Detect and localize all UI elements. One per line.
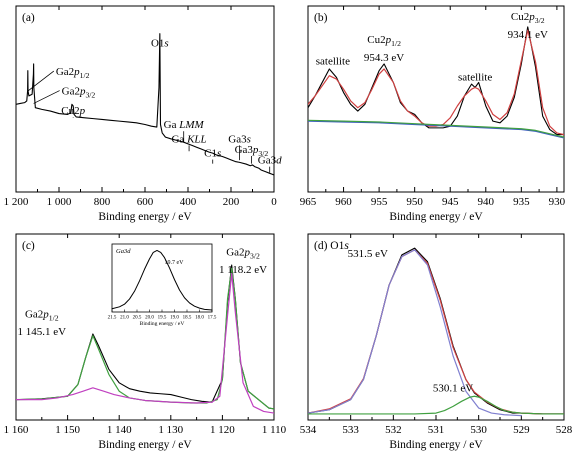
panel-frame xyxy=(307,5,565,193)
annotation-label: Ga KLL xyxy=(171,133,206,145)
x-tick-label: 534 xyxy=(300,424,317,436)
annotation-label: Cu2p1/2 xyxy=(367,34,401,48)
x-tick-label: 1 140 xyxy=(107,424,132,436)
annotation-arrow xyxy=(27,70,55,92)
annotation-label: satellite xyxy=(316,55,350,67)
series-line-2 xyxy=(308,249,522,417)
panel-frame xyxy=(15,5,275,193)
x-tick-label: 930 xyxy=(549,196,566,208)
inset-x-tick-label: 20.5 xyxy=(133,316,142,321)
panel-label: (b) xyxy=(314,12,328,24)
series-line-0 xyxy=(308,26,564,136)
series-line-3 xyxy=(308,395,564,415)
x-axis-label: Binding energy / eV xyxy=(389,439,483,451)
x-tick-label: 1 130 xyxy=(158,424,183,436)
x-axis-label: Binding energy / eV xyxy=(98,439,192,451)
annotation-label: Ga2p1/2 xyxy=(56,66,90,80)
x-tick-label: 400 xyxy=(180,196,197,208)
x-tick-label: 1 160 xyxy=(4,424,29,436)
inset-x-tick-label: 21.0 xyxy=(120,316,129,321)
x-tick-label: 965 xyxy=(300,196,317,208)
inset-x-tick-label: 18.5 xyxy=(183,316,192,321)
series-line-3 xyxy=(308,119,564,138)
panel-b: 965 960 955 950 945 940 935 930 Binding energy /… xyxy=(300,5,566,223)
annotation-label: Ga3s xyxy=(228,133,251,145)
inset-x-tick-label: 20.0 xyxy=(145,316,154,321)
panel-d: 534 533 532 531 530 529 528 Binding energy / eV… xyxy=(300,233,573,451)
series-line-0 xyxy=(16,33,274,176)
x-tick-label: 800 xyxy=(94,196,111,208)
inset-title: Ga3d xyxy=(116,248,131,255)
annotation-arrow xyxy=(33,90,60,104)
annotation-label: Ga2p3/2 xyxy=(62,86,96,100)
x-axis-label: Binding energy / eV xyxy=(98,211,192,223)
x-tick-label: 528 xyxy=(556,424,573,436)
series-line-2 xyxy=(308,120,564,139)
annotation-label: Ga3d xyxy=(258,155,282,167)
panel-label: (d) O1s xyxy=(314,240,349,252)
annotation-label: C1s xyxy=(204,148,221,160)
x-tick-label: 960 xyxy=(335,196,352,208)
x-tick-label: 950 xyxy=(406,196,423,208)
annotation-label: Ga LMM xyxy=(164,119,205,131)
inset-x-axis-label: Binding energy / eV xyxy=(140,321,185,327)
x-tick-label: 0 xyxy=(271,196,277,208)
series-line-1 xyxy=(308,29,564,136)
x-tick-label: 200 xyxy=(223,196,240,208)
annotation-label: Ga3p3/2 xyxy=(235,144,269,158)
x-tick-label: 1 200 xyxy=(4,196,29,208)
x-tick-label: 600 xyxy=(137,196,154,208)
x-tick-label: 955 xyxy=(371,196,388,208)
annotation-label: 530.1 eV xyxy=(433,383,473,395)
panel-a: 1 200 1 000 800 600 400 200 0 Binding energy / … xyxy=(4,5,282,223)
x-tick-label: 1 120 xyxy=(210,424,235,436)
x-tick-label: 530 xyxy=(470,424,487,436)
x-tick-label: 1 110 xyxy=(262,424,287,436)
x-tick-label: 940 xyxy=(478,196,495,208)
annotation-label: O1s xyxy=(151,38,169,50)
inset-x-tick-label: 18.0 xyxy=(195,316,204,321)
annotation-label: Cu2p xyxy=(61,105,85,117)
annotation-label: Cu2p3/2 xyxy=(511,11,545,25)
inset-frame xyxy=(111,243,213,313)
annotation-label: 954.3 eV xyxy=(364,52,404,64)
x-tick-label: 529 xyxy=(513,424,530,436)
annotation-label: 1 145.1 eV xyxy=(18,326,67,338)
inset-x-tick-label: 19.0 xyxy=(170,316,179,321)
inset-value-label: 19.7 eV xyxy=(165,260,185,266)
annotation-label: satellite xyxy=(458,71,492,83)
panel-label: (c) xyxy=(22,240,35,252)
annotation-label: Ga2p1/2 xyxy=(25,308,59,322)
x-tick-label: 1 150 xyxy=(55,424,80,436)
x-tick-label: 935 xyxy=(513,196,530,208)
x-tick-label: 945 xyxy=(442,196,459,208)
x-tick-label: 1 000 xyxy=(47,196,72,208)
series-line-2 xyxy=(16,272,274,414)
inset-series-line xyxy=(111,249,213,311)
annotation-label: 1 118.2 eV xyxy=(219,264,267,276)
panel-label: (a) xyxy=(22,12,35,24)
panel-c: 1 160 1 150 1 140 1 130 1 120 1 110 Binding en… xyxy=(4,233,287,451)
annotation-label: Ga2p3/2 xyxy=(226,246,260,260)
annotation-label: 531.5 eV xyxy=(348,248,388,260)
x-axis-label: Binding energy / eV xyxy=(389,211,483,223)
inset-x-tick-label: 17.5 xyxy=(208,316,217,321)
inset-x-tick-label: 21.5 xyxy=(108,316,117,321)
x-tick-label: 532 xyxy=(385,424,402,436)
x-tick-label: 531 xyxy=(428,424,445,436)
annotation-label: 934.1 eV xyxy=(508,29,548,41)
inset-x-tick-label: 19.5 xyxy=(158,316,167,321)
x-tick-label: 533 xyxy=(342,424,359,436)
